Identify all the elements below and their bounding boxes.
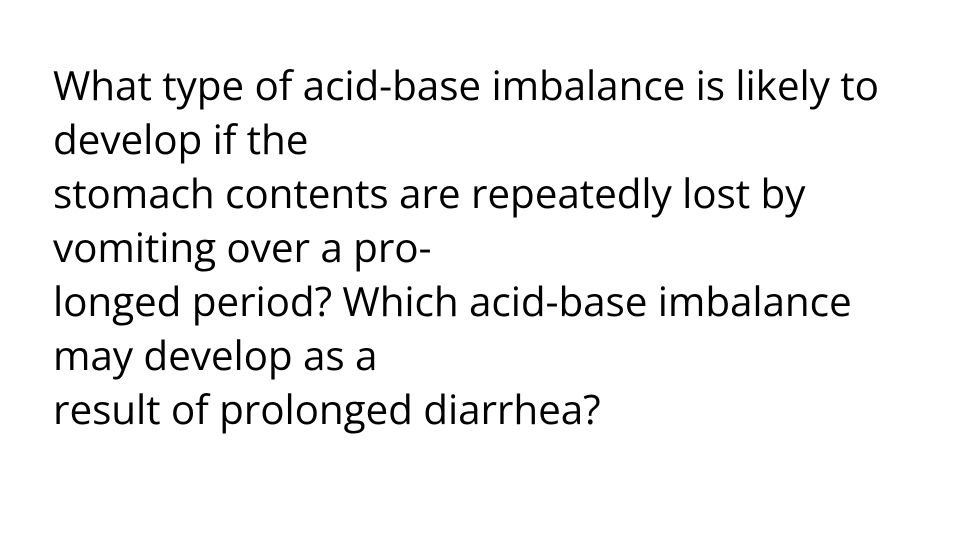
document-container: What type of acid-base imbalance is like… [0, 0, 953, 436]
text-line: stomach contents are repeatedly lost by … [53, 166, 900, 274]
text-line: result of prolonged diarrhea? [53, 382, 900, 436]
text-line: longed period? Which acid-base imbalance… [53, 274, 900, 382]
text-line: What type of acid-base imbalance is like… [53, 58, 900, 166]
question-text: What type of acid-base imbalance is like… [53, 58, 900, 436]
